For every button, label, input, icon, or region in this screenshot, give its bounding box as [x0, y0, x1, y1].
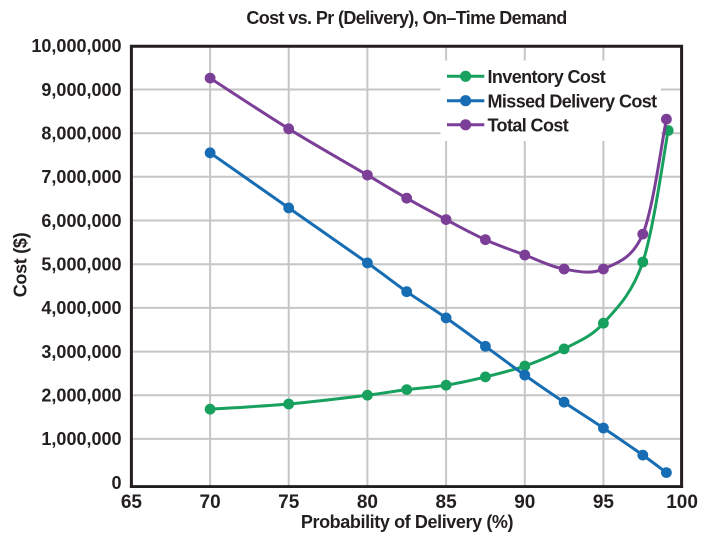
svg-text:10,000,000: 10,000,000: [31, 36, 121, 56]
svg-text:95: 95: [593, 492, 615, 513]
svg-text:85: 85: [436, 492, 458, 513]
svg-text:8,000,000: 8,000,000: [41, 124, 121, 144]
svg-text:1,000,000: 1,000,000: [41, 429, 121, 449]
svg-text:2,000,000: 2,000,000: [41, 386, 121, 406]
svg-text:Missed Delivery Cost: Missed Delivery Cost: [488, 91, 658, 111]
svg-text:90: 90: [514, 492, 535, 513]
svg-text:6,000,000: 6,000,000: [41, 211, 121, 231]
svg-text:75: 75: [278, 492, 300, 513]
svg-text:80: 80: [357, 492, 378, 513]
svg-text:Cost vs. Pr (Delivery), On–Tim: Cost vs. Pr (Delivery), On–Time Demand: [246, 8, 566, 28]
svg-text:100: 100: [666, 492, 698, 513]
svg-text:3,000,000: 3,000,000: [41, 342, 121, 362]
svg-text:4,000,000: 4,000,000: [41, 298, 121, 318]
svg-text:5,000,000: 5,000,000: [41, 255, 121, 275]
svg-text:70: 70: [200, 492, 221, 513]
svg-text:Inventory Cost: Inventory Cost: [488, 67, 606, 87]
svg-text:0: 0: [111, 473, 121, 493]
svg-text:Probability of Delivery (%): Probability of Delivery (%): [301, 512, 514, 532]
svg-text:9,000,000: 9,000,000: [41, 80, 121, 100]
svg-text:Cost ($): Cost ($): [11, 232, 31, 297]
svg-text:65: 65: [121, 492, 143, 513]
svg-text:7,000,000: 7,000,000: [41, 167, 121, 187]
svg-text:Total Cost: Total Cost: [488, 115, 569, 135]
